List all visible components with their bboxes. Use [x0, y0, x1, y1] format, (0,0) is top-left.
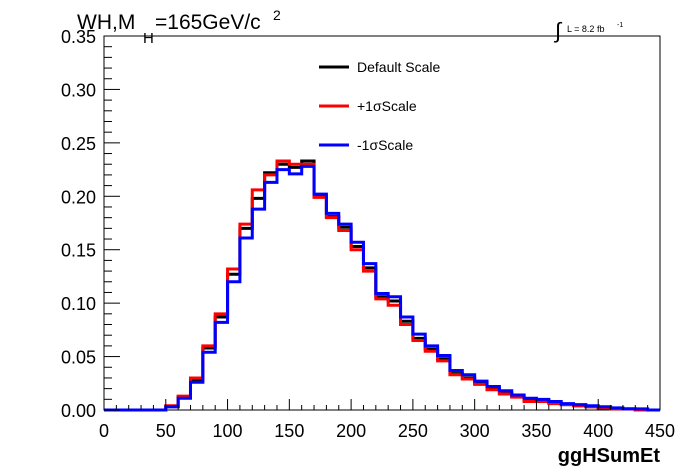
lumi-superscript: -1	[617, 22, 623, 29]
y-tick-label: 0.25	[61, 134, 96, 154]
y-tick-label: 0.20	[61, 187, 96, 207]
integral-sign: ∫	[553, 18, 563, 43]
y-tick-label: 0.35	[61, 27, 96, 47]
legend: Default Scale +1σScale -1σScale	[319, 59, 440, 153]
y-tick-labels: 0.00 0.05 0.10 0.15 0.20 0.25 0.30 0.35	[61, 27, 96, 421]
x-tick-label: 300	[460, 421, 490, 441]
title-subscript: H	[143, 30, 154, 47]
plot-frame	[103, 35, 661, 411]
title-rest: =165GeV/c	[155, 11, 261, 34]
x-tick-label: 50	[156, 421, 176, 441]
x-tick-label: 350	[521, 421, 551, 441]
x-tick-label: 0	[99, 421, 109, 441]
legend-label-minus: -1σScale	[357, 137, 413, 153]
lumi-label: L = 8.2 fb	[567, 24, 604, 34]
x-tick-label: 150	[274, 421, 304, 441]
y-tick-label: 0.10	[61, 294, 96, 314]
x-tick-label: 200	[336, 421, 366, 441]
y-tick-label: 0.15	[61, 241, 96, 261]
title-main: WH,M	[77, 11, 135, 34]
x-tick-labels: 0 50 100 150 200 250 300 350 400 450	[99, 421, 675, 441]
y-tick-label: 0.05	[61, 348, 96, 368]
x-tick-label: 450	[645, 421, 675, 441]
y-tick-label: 0.00	[61, 401, 96, 421]
axis-ticks	[103, 35, 661, 411]
histogram-lines	[104, 159, 660, 412]
title-superscript: 2	[273, 7, 281, 23]
legend-label-default: Default Scale	[357, 59, 440, 75]
y-tick-label: 0.30	[61, 80, 96, 100]
x-axis-label: ggHSumEt	[558, 445, 661, 467]
x-tick-label: 400	[583, 421, 613, 441]
histogram-minus-sigma-scale	[104, 164, 660, 412]
x-tick-label: 250	[398, 421, 428, 441]
legend-label-plus: +1σScale	[357, 98, 417, 114]
x-tick-label: 100	[213, 421, 243, 441]
